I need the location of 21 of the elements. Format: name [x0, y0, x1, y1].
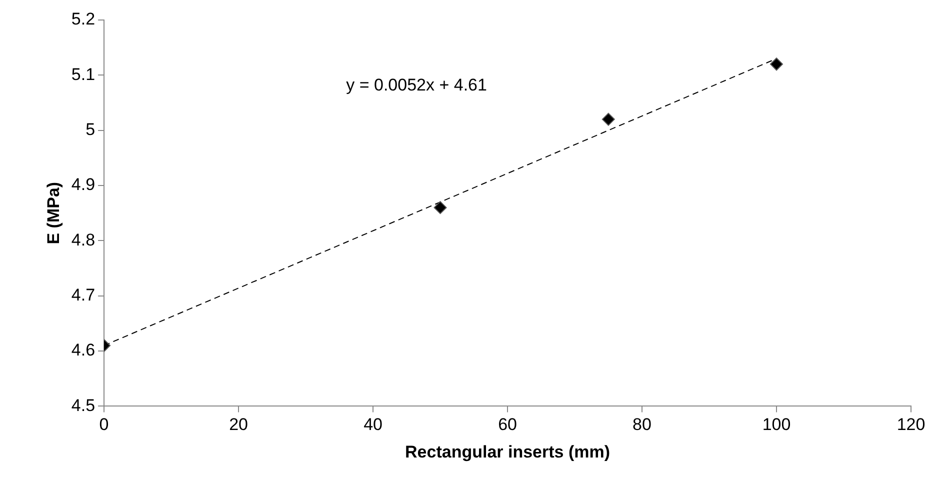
x-tick-label: 60 [498, 415, 517, 434]
x-axis-title: Rectangular inserts (mm) [405, 442, 610, 462]
y-tick-label: 5.1 [71, 64, 96, 84]
x-tick-label: 0 [99, 415, 109, 434]
x-tick-label: 100 [762, 415, 791, 434]
x-tick-label: 80 [632, 415, 652, 434]
point [770, 58, 784, 71]
x-tick-label: 20 [229, 415, 248, 434]
annotation: y = 0.0052x + 4.61 [346, 75, 487, 94]
y-tick-label: 4.8 [71, 230, 96, 250]
y-tick-label: 4.7 [71, 286, 96, 305]
y-tick-label: 4.9 [71, 175, 96, 194]
y-tick-label: 4.5 [71, 396, 96, 415]
point [434, 201, 447, 214]
y-tick-label: 4.6 [71, 340, 96, 360]
x-tick-label: 40 [364, 415, 382, 434]
point [602, 112, 615, 126]
y-axis-title: E (MPa) [44, 182, 63, 244]
x-tick-label: 120 [896, 415, 926, 434]
y-tick-label: 5.2 [71, 10, 96, 29]
y-tick-label: 5 [86, 120, 96, 140]
